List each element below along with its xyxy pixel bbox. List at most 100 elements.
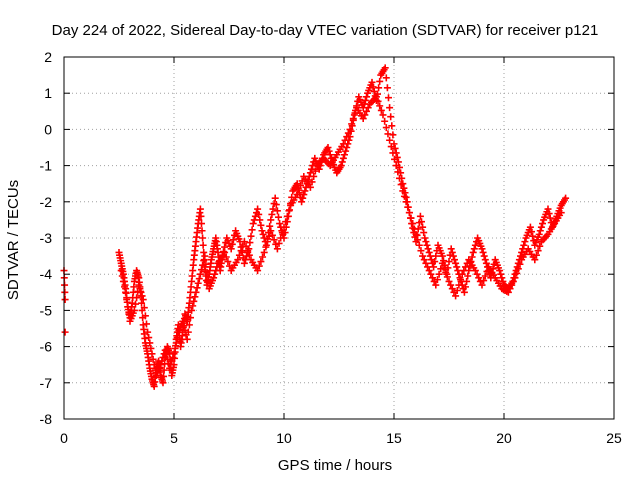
data-point-marker [379,111,387,119]
data-point-marker [529,232,537,240]
data-point-marker [508,281,516,289]
data-point-marker [311,167,319,175]
data-point-marker [396,174,403,182]
data-point-marker [138,299,146,307]
data-points [60,64,570,390]
data-point-marker [482,259,490,267]
data-point-marker [260,234,268,242]
data-point-marker [405,209,413,217]
data-point-marker [454,267,462,275]
data-point-marker [169,353,177,361]
x-tick-label: 5 [170,430,178,446]
data-point-marker [464,272,472,280]
data-point-marker [254,205,262,213]
data-point-marker [193,284,201,292]
data-point-marker [141,312,149,320]
data-point-marker [447,281,455,289]
data-point-marker [213,263,221,271]
data-point-marker [195,275,203,283]
data-point-marker [200,248,208,256]
data-point-marker [562,194,570,202]
data-point-marker [161,346,169,354]
data-point-marker [324,144,332,151]
data-point-marker [276,220,284,228]
data-point-marker [386,104,394,112]
data-point-marker [157,361,165,369]
data-point-marker [256,216,264,224]
data-point-marker [478,281,486,289]
data-point-marker [536,242,544,250]
data-point-marker [203,268,211,276]
data-point-marker [306,183,314,191]
data-point-marker [282,218,290,226]
data-point-marker [381,117,389,125]
data-point-marker [432,281,440,289]
data-point-marker [469,248,477,256]
data-point-marker [419,252,427,260]
data-point-marker [266,222,274,230]
data-point-marker [462,283,469,291]
y-tick-label: -7 [40,375,53,391]
data-point-marker [397,181,405,189]
data-point-marker [432,252,440,260]
data-point-marker [242,242,250,250]
data-point-marker [268,210,276,218]
data-point-marker [267,216,275,224]
data-point-marker [480,252,488,260]
x-tick-label: 25 [606,430,622,446]
data-point-marker [240,259,248,267]
data-point-marker [224,258,232,266]
data-point-marker [144,328,152,336]
data-point-marker [453,286,461,294]
data-point-marker [257,221,265,229]
data-point-marker [341,136,349,144]
data-point-marker [229,236,237,244]
data-point-marker [476,277,484,285]
data-point-marker [137,288,145,296]
data-point-marker [463,259,471,267]
data-point-marker [471,267,479,275]
data-point-marker [479,248,487,256]
data-point-marker [158,357,166,365]
data-point-marker [280,223,288,231]
data-point-marker [124,303,132,311]
data-point-marker [528,228,535,236]
data-point-marker [499,277,507,285]
data-point-marker [429,274,436,282]
data-point-marker [159,379,167,387]
data-point-marker [521,238,529,246]
data-point-marker [200,257,208,265]
data-point-marker [449,252,457,260]
data-point-marker [196,270,204,278]
data-point-marker [539,220,546,228]
data-point-marker [160,372,168,380]
data-point-marker [184,328,192,336]
data-point-marker [166,364,174,372]
data-point-marker [513,269,521,277]
data-point-marker [433,276,441,284]
data-point-marker [198,266,205,274]
data-point-marker [191,293,199,301]
data-point-marker [337,162,345,170]
data-point-marker [437,265,445,273]
data-point-marker [431,258,439,266]
data-point-marker [221,248,229,256]
data-point-marker [197,212,205,220]
data-point-marker [424,263,432,271]
y-tick-label: -4 [40,266,53,282]
data-point-marker [557,209,565,217]
data-point-marker [264,238,271,246]
data-point-marker [147,344,155,352]
data-point-marker [275,213,282,221]
x-tick-label: 10 [276,430,292,446]
data-point-marker [338,158,346,166]
data-point-marker [447,245,455,253]
data-point-marker [145,334,153,342]
data-point-marker [192,288,200,296]
data-point-marker [258,227,266,235]
data-point-marker [374,97,382,105]
data-point-marker [394,158,402,166]
data-point-marker [300,191,308,199]
data-point-marker [391,144,399,152]
